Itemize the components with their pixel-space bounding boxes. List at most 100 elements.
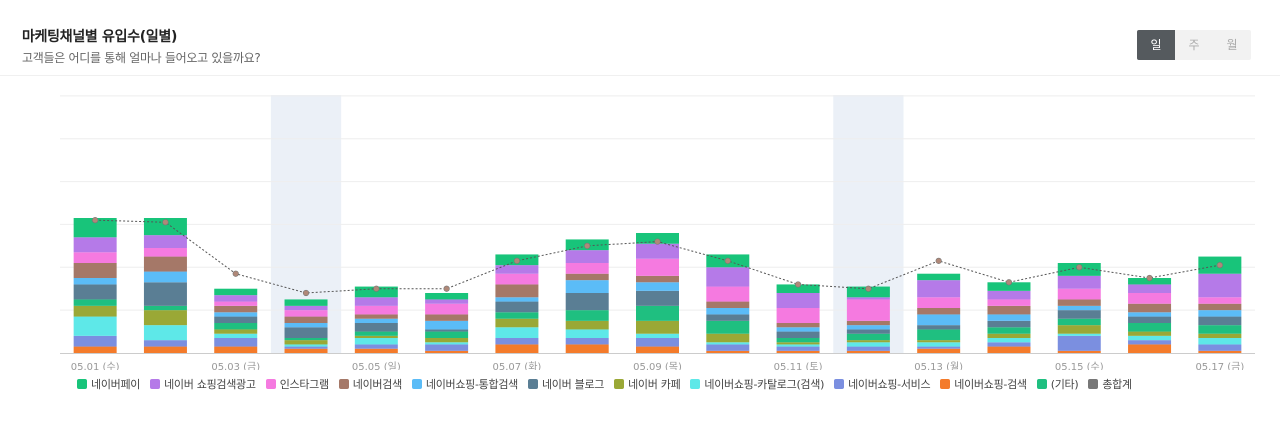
bar-segment bbox=[706, 267, 750, 287]
bar-segment bbox=[1057, 335, 1101, 351]
bar-segment bbox=[776, 308, 820, 323]
bar-segment bbox=[987, 314, 1031, 321]
total-point bbox=[1146, 274, 1153, 282]
bar-segment bbox=[776, 346, 820, 351]
legend-item[interactable]: 인스타그램 bbox=[265, 376, 329, 392]
bar-segment bbox=[425, 303, 469, 315]
bar-segment bbox=[354, 335, 398, 338]
bar-segment bbox=[565, 344, 609, 353]
legend-item[interactable]: 총합계 bbox=[1088, 376, 1132, 392]
legend-item[interactable]: 네이버쇼핑-검색 bbox=[940, 376, 1027, 392]
bar-segment bbox=[1057, 310, 1101, 319]
bar-segment bbox=[776, 350, 820, 353]
bar-segment bbox=[987, 327, 1031, 334]
bar-segment bbox=[354, 305, 398, 315]
period-toggle-week[interactable]: 주 bbox=[1175, 30, 1213, 60]
bar-segment bbox=[706, 342, 750, 345]
legend-label: 네이버 블로그 bbox=[541, 378, 605, 391]
bar-segment bbox=[776, 323, 820, 328]
bar-segment bbox=[776, 338, 820, 343]
bar-segment bbox=[636, 243, 679, 259]
bar-segment bbox=[495, 273, 539, 285]
bar-segment bbox=[1198, 325, 1242, 334]
legend-label: 네이버검색 bbox=[352, 378, 402, 391]
legend-item[interactable]: 네이버쇼핑-카탈로그(검색) bbox=[690, 376, 824, 392]
bar-segment bbox=[636, 320, 679, 334]
bar-segment bbox=[354, 344, 398, 349]
legend-item[interactable]: 네이버쇼핑-통합검색 bbox=[411, 376, 518, 392]
bar-segment bbox=[917, 314, 961, 326]
bar-segment bbox=[987, 320, 1031, 328]
legend-swatch bbox=[265, 379, 276, 389]
legend-swatch bbox=[614, 379, 625, 389]
bar-segment bbox=[917, 340, 961, 343]
bar-segment bbox=[1057, 350, 1101, 353]
total-point bbox=[513, 257, 521, 264]
bar-segment bbox=[1198, 297, 1242, 304]
bar-segment bbox=[1198, 338, 1242, 345]
bar-segment bbox=[846, 286, 890, 298]
bar-segment bbox=[1128, 312, 1172, 317]
x-tick-label: 05.05 (일) bbox=[352, 361, 401, 370]
total-point bbox=[162, 219, 169, 226]
period-toggle-day[interactable]: 일 bbox=[1137, 30, 1175, 60]
bar-segment bbox=[917, 280, 961, 298]
bar-segment bbox=[284, 340, 328, 345]
legend-item[interactable]: 네이버 블로그 bbox=[527, 376, 605, 392]
bar-segment bbox=[425, 331, 469, 338]
bar-segment bbox=[143, 310, 187, 326]
bar-segment bbox=[354, 297, 398, 306]
bar-segment bbox=[284, 338, 328, 341]
bar-segment bbox=[1128, 335, 1172, 341]
bar-segment bbox=[214, 288, 258, 296]
legend-item[interactable]: 네이버페이 bbox=[77, 376, 140, 392]
bar-segment bbox=[846, 346, 890, 351]
bar-segment bbox=[495, 344, 539, 353]
legend-item[interactable]: (기타) bbox=[1036, 376, 1079, 392]
bar-segment bbox=[987, 290, 1031, 300]
bar-segment bbox=[1198, 333, 1242, 338]
bar-segment bbox=[846, 333, 890, 341]
bar-segment bbox=[776, 293, 820, 308]
bar-segment bbox=[917, 273, 961, 281]
bar-segment bbox=[565, 280, 609, 293]
bar-segment bbox=[143, 325, 187, 341]
bar-segment bbox=[987, 333, 1031, 338]
bar-segment bbox=[917, 325, 961, 330]
bar-segment bbox=[706, 320, 750, 334]
bar-segment bbox=[776, 327, 820, 332]
legend-item[interactable]: 네이버쇼핑-서비스 bbox=[834, 376, 931, 392]
bar-segment bbox=[1128, 344, 1172, 353]
bar-segment bbox=[776, 284, 820, 293]
bar-segment bbox=[354, 323, 398, 332]
bar-segment bbox=[495, 265, 539, 274]
legend-swatch bbox=[77, 379, 87, 389]
bar-segment bbox=[1057, 325, 1101, 334]
chart-legend: 네이버페이 네이버 쇼핑검색광고 인스타그램 네이버검색 네이버쇼핑-통합검색 네이버 블… bbox=[77, 376, 1132, 392]
bar-segment bbox=[354, 331, 398, 336]
bar-segment bbox=[143, 256, 187, 272]
legend-item[interactable]: 네이버검색 bbox=[338, 376, 402, 392]
bar-segment bbox=[425, 293, 469, 300]
bar-segment bbox=[776, 344, 820, 347]
total-point bbox=[302, 289, 310, 297]
bar-segment bbox=[143, 346, 187, 353]
bar-segment bbox=[1128, 293, 1172, 304]
bar-segment bbox=[565, 338, 609, 345]
legend-label: 네이버페이 bbox=[91, 378, 141, 391]
bar-segment bbox=[1057, 299, 1101, 306]
total-point bbox=[92, 217, 99, 224]
legend-item[interactable]: 네이버 쇼핑검색광고 bbox=[150, 376, 256, 392]
period-toggle-month[interactable]: 월 bbox=[1213, 30, 1251, 60]
bar-segment bbox=[1057, 318, 1101, 326]
legend-item[interactable]: 네이버 카페 bbox=[614, 376, 681, 392]
bar-segment bbox=[987, 299, 1031, 306]
bar-segment bbox=[987, 342, 1031, 347]
x-tick-label: 05.11 (토) bbox=[774, 362, 823, 370]
bar-segment bbox=[284, 323, 328, 328]
total-point bbox=[1076, 264, 1083, 271]
bar-segment bbox=[1128, 284, 1172, 293]
bar-segment bbox=[214, 338, 258, 347]
total-point bbox=[1216, 262, 1223, 269]
bar-segment bbox=[636, 333, 679, 338]
